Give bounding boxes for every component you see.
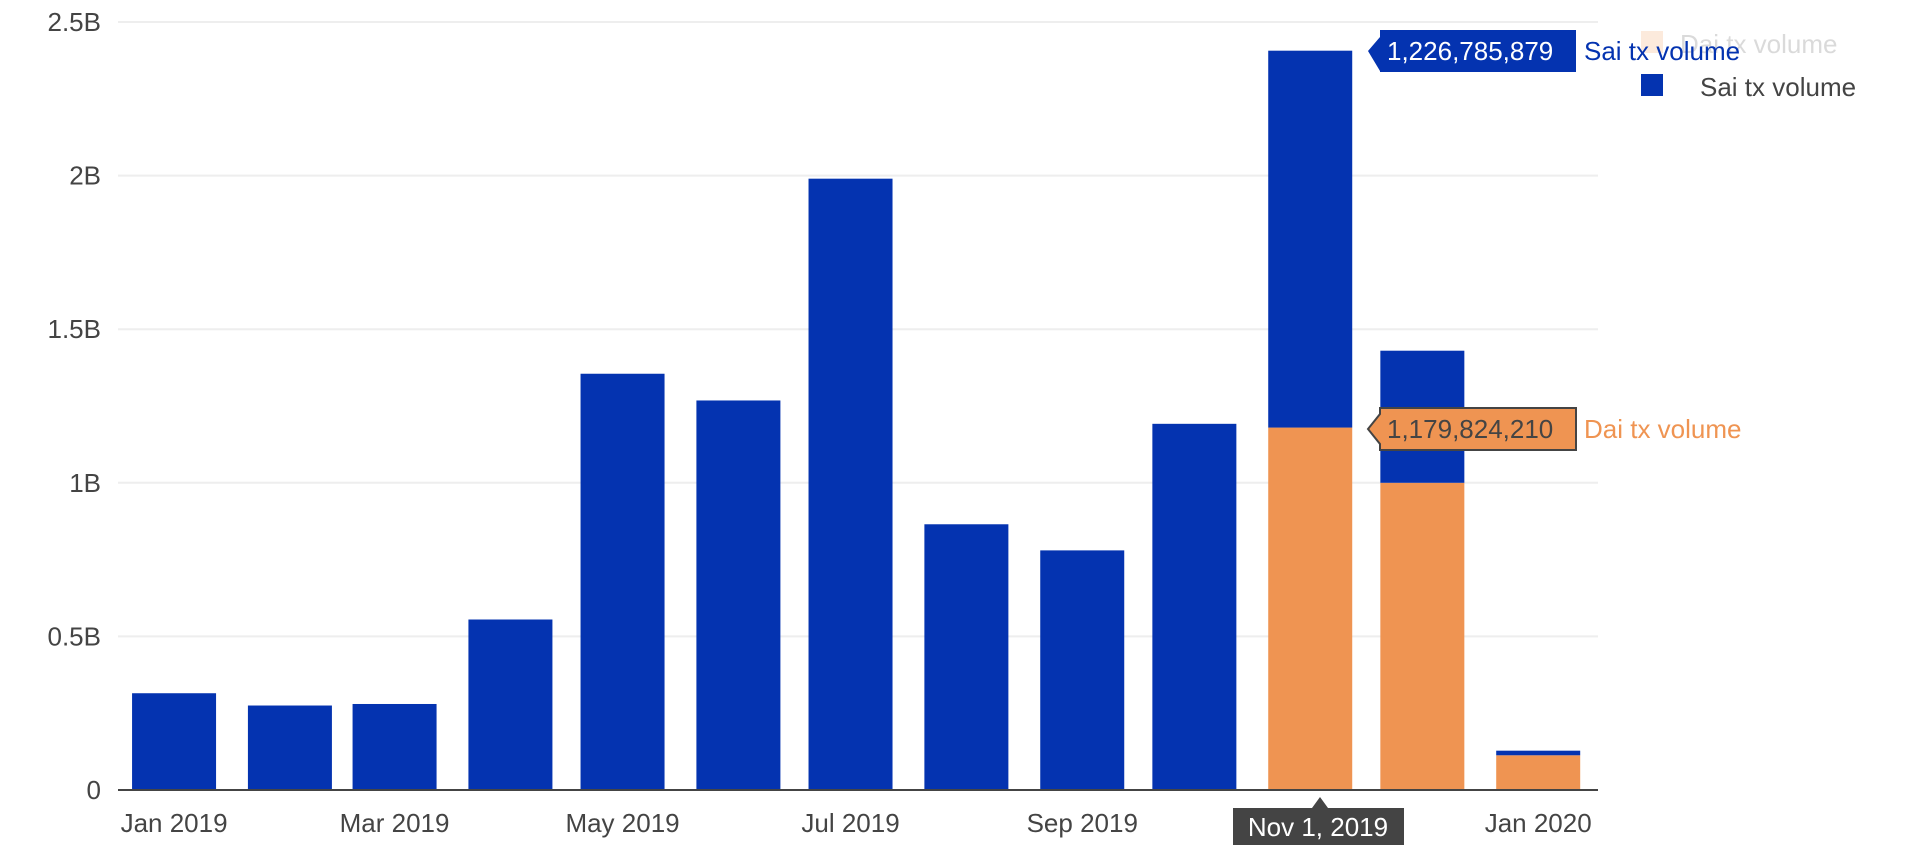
legend-swatch-dai: [1641, 31, 1663, 53]
x-tick-label: Jul 2019: [801, 808, 899, 838]
x-tick-label: Mar 2019: [340, 808, 450, 838]
bar-sai[interactable]: [352, 703, 437, 790]
hover-box-dai: [1366, 407, 1577, 451]
y-tick-label: 2B: [69, 161, 101, 191]
hover-series-sai: Sai tx volume: [1584, 36, 1740, 66]
x-tick-label: May 2019: [565, 808, 679, 838]
x-tick-label: Jan 2020: [1485, 808, 1592, 838]
bar-sai[interactable]: [808, 178, 893, 790]
y-tick-label: 1B: [69, 468, 101, 498]
legend-label-dai: Dai tx volume: [1680, 29, 1838, 59]
bars: [132, 50, 1581, 790]
bar-dai[interactable]: [1496, 755, 1581, 790]
x-axis-ticks: Jan 2019 Mar 2019 May 2019 Jul 2019 Sep 2019…: [121, 808, 1592, 838]
y-tick-label: 1.5B: [48, 314, 102, 344]
bar-sai[interactable]: [468, 619, 553, 790]
legend-label-sai: Sai tx volume: [1700, 72, 1856, 102]
bar-sai[interactable]: [696, 400, 781, 790]
hover-series-dai: Dai tx volume: [1584, 414, 1742, 444]
bar-sai[interactable]: [247, 705, 332, 790]
x-tick-label: Jan 2019: [121, 808, 228, 838]
bar-sai[interactable]: [132, 693, 217, 790]
hover-label-dai: 1,179,824,210 Dai tx volume: [1366, 407, 1742, 451]
y-tick-label: 0.5B: [48, 621, 102, 651]
hover-label-sai: 1,226,785,879 Sai tx volume: [1368, 30, 1740, 72]
hover-labels: 1,226,785,879 Sai tx volume 1,179,824,21…: [1233, 30, 1742, 845]
bar-sai[interactable]: [1496, 750, 1581, 756]
bar-sai[interactable]: [1268, 50, 1353, 428]
y-tick-label: 0: [87, 775, 101, 805]
legend-item-dai[interactable]: Dai tx volume: [1641, 29, 1838, 59]
hover-x-value: Nov 1, 2019: [1248, 812, 1388, 842]
bar-dai[interactable]: [1268, 427, 1353, 790]
hover-value-sai: 1,226,785,879: [1387, 36, 1553, 66]
hover-box-x: [1233, 797, 1404, 845]
hover-value-dai: 1,179,824,210: [1387, 414, 1553, 444]
hover-label-x: Nov 1, 2019: [1233, 797, 1404, 845]
bar-sai[interactable]: [924, 524, 1009, 790]
legend-item-sai[interactable]: Sai tx volume: [1641, 72, 1856, 102]
x-tick-label: Sep 2019: [1027, 808, 1138, 838]
legend: Dai tx volume Sai tx volume: [1641, 29, 1856, 102]
y-axis-ticks: 0 0.5B 1B 1.5B 2B 2.5B: [48, 7, 102, 805]
y-tick-label: 2.5B: [48, 7, 102, 37]
hover-box-sai: [1368, 30, 1576, 72]
legend-swatch-sai: [1641, 74, 1663, 96]
bar-dai[interactable]: [1380, 482, 1465, 790]
bar-sai[interactable]: [580, 373, 665, 790]
bar-sai[interactable]: [1152, 423, 1237, 790]
bar-sai[interactable]: [1040, 550, 1125, 790]
